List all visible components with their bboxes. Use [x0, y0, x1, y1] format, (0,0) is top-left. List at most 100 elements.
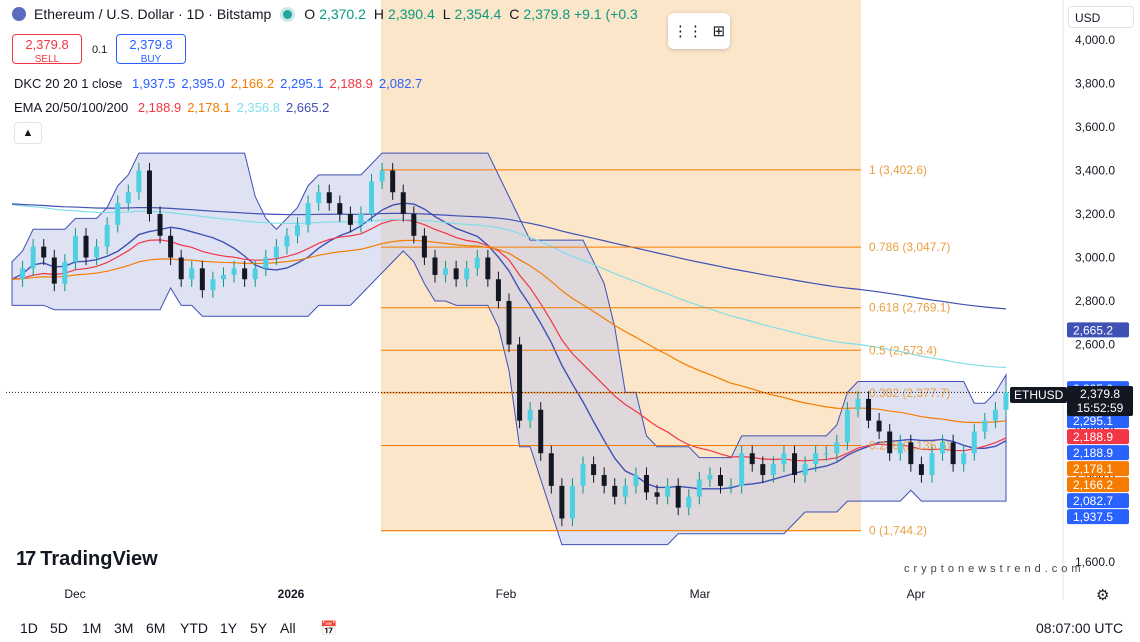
- date-range-icon[interactable]: 📅: [320, 620, 338, 636]
- timeframe-5d-button[interactable]: 5D: [50, 620, 68, 636]
- candle-body: [813, 453, 819, 465]
- sell-button[interactable]: 2,379.8 SELL: [12, 34, 82, 65]
- candle-body: [263, 257, 269, 269]
- dkc-name: DKC 20 20 1 close: [14, 76, 123, 91]
- open-value: 2,370.2: [319, 6, 366, 22]
- ema-value: 2,665.2: [285, 100, 330, 115]
- candle-body: [474, 257, 480, 269]
- ema-20-line: [11, 219, 1007, 462]
- candles: [20, 162, 1009, 527]
- candle-body: [760, 464, 766, 475]
- dkc-value: 1,937.5: [132, 76, 176, 91]
- candle-body: [855, 398, 861, 410]
- price-tick-label: 2,800.0: [1075, 294, 1115, 308]
- tradingview-mark-icon: 17: [16, 548, 36, 570]
- timeframe-3m-button[interactable]: 3M: [114, 620, 134, 636]
- candle-body: [326, 192, 332, 204]
- candle-body: [739, 453, 745, 486]
- time-axis: Dec 2026 Feb Mar Apr: [64, 587, 925, 601]
- drag-handle-icon[interactable]: ⋮⋮: [672, 23, 703, 40]
- candle-body: [580, 464, 586, 486]
- close-label: C: [509, 6, 520, 22]
- candle-body: [559, 485, 565, 519]
- candle-body: [464, 268, 470, 280]
- price-tick-label: 3,800.0: [1075, 77, 1115, 91]
- price-tag-label: 2,082.7: [1073, 494, 1113, 508]
- timeframe-ytd-button[interactable]: YTD: [180, 620, 208, 636]
- time-tick-label: Feb: [496, 587, 517, 601]
- currency-select[interactable]: USD: [1068, 6, 1134, 28]
- candle-body: [231, 268, 237, 275]
- candle-body: [316, 192, 322, 204]
- candle-body: [622, 485, 628, 497]
- candle-body: [210, 279, 216, 291]
- candle-body: [665, 485, 671, 497]
- candle-body: [675, 485, 681, 508]
- timeframe-1m-button[interactable]: 1M: [82, 620, 102, 636]
- candle-body: [548, 453, 554, 486]
- chart-toolbar-widget[interactable]: ⋮⋮ ⊞: [668, 13, 730, 49]
- dkc-value: 2,082.7: [378, 76, 423, 91]
- candle-body: [770, 464, 776, 475]
- symbol-header: Ethereum / U.S. Dollar · 1D · Bitstamp O…: [12, 6, 642, 22]
- candle-body: [295, 224, 301, 236]
- bottom-toolbar: 1D 5D 1M 3M 6M YTD 1Y 5Y All 📅 08:07:00 UTC: [0, 614, 1140, 642]
- candle-body: [146, 170, 152, 214]
- dkc-legend[interactable]: DKC 20 20 1 close 1,937.5 2,395.0 2,166.2 2…: [14, 76, 434, 91]
- dkc-value: 2,395.0: [181, 76, 225, 91]
- candle-body: [400, 192, 406, 214]
- candle-body: [421, 235, 427, 258]
- timeframe-1y-button[interactable]: 1Y: [220, 620, 238, 636]
- dkc-value: 2,166.2: [230, 76, 275, 91]
- timeframe-all-button[interactable]: All: [280, 620, 296, 636]
- candle-body: [643, 475, 649, 493]
- candle-body: [495, 279, 501, 301]
- time-tick-label: 2026: [278, 587, 305, 601]
- candle-body: [612, 485, 618, 497]
- candle-body: [51, 257, 57, 284]
- candle-body: [717, 475, 723, 486]
- bar-countdown: 15:52:59: [1076, 401, 1124, 415]
- candle-body: [887, 431, 893, 454]
- price-tick-label: 3,200.0: [1075, 207, 1115, 221]
- time-tick-label: Apr: [907, 587, 926, 601]
- time-tick-label: Dec: [64, 587, 85, 601]
- candle-body: [337, 203, 343, 214]
- keltner-midline: [11, 202, 1007, 490]
- symbol-title[interactable]: Ethereum / U.S. Dollar · 1D · Bitstamp: [34, 6, 272, 22]
- timeframe-6m-button[interactable]: 6M: [146, 620, 166, 636]
- candle-body: [453, 268, 459, 280]
- collapse-legend-button[interactable]: ▲: [14, 122, 42, 144]
- price-tick-label: 1,600.0: [1075, 555, 1115, 569]
- gear-icon[interactable]: ⚙: [1096, 587, 1110, 604]
- candle-body: [115, 203, 121, 225]
- buy-button[interactable]: 2,379.8 BUY: [116, 34, 186, 65]
- dkc-value: 2,295.1: [280, 76, 324, 91]
- high-label: H: [373, 6, 385, 22]
- open-label: O: [304, 6, 316, 22]
- layout-grid-icon[interactable]: ⊞: [712, 23, 726, 40]
- timeframe-5y-button[interactable]: 5Y: [250, 620, 268, 636]
- candle-body: [284, 235, 290, 247]
- tradingview-logo-text: TradingView: [40, 548, 158, 570]
- candle-body: [369, 181, 375, 214]
- market-open-icon: [283, 9, 293, 19]
- tradingview-logo: 17 TradingView: [16, 548, 158, 571]
- clock[interactable]: 08:07:00 UTC: [1036, 620, 1124, 636]
- candle-body: [781, 453, 787, 465]
- price-tag-label: 1,937.5: [1073, 510, 1113, 524]
- candle-body: [20, 268, 26, 280]
- symbol-price-tag: ETHUSD: [1010, 387, 1068, 403]
- timeframe-1d-button[interactable]: 1D: [20, 620, 38, 636]
- ema-legend[interactable]: EMA 20/50/100/200 2,188.9 2,178.1 2,356.8 2…: [14, 100, 341, 115]
- fib-level-label: 0 (1,744.2): [869, 524, 927, 538]
- candle-body: [104, 224, 110, 247]
- candle-body: [897, 442, 903, 454]
- candle-body: [992, 409, 998, 421]
- candle-body: [591, 464, 597, 475]
- candle-body: [538, 409, 544, 454]
- dkc-value: 2,188.9: [329, 76, 373, 91]
- fib-level-label: 1 (3,402.6): [869, 163, 927, 177]
- price-tag-label: 2,188.9: [1073, 446, 1113, 460]
